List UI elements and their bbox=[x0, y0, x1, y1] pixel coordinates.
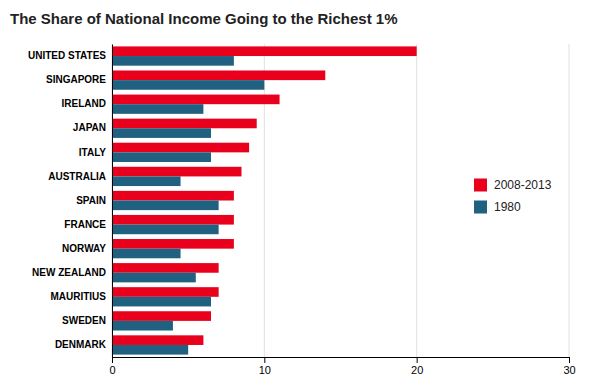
tick-label: MAURITIUS bbox=[50, 291, 106, 302]
tick: AUSTRALIA bbox=[48, 171, 112, 182]
y-axis: UNITED STATES SINGAPORE IRELAND JAPAN ITALY A… bbox=[28, 45, 112, 358]
bar bbox=[112, 335, 203, 345]
legend-swatch bbox=[474, 179, 487, 192]
bar bbox=[112, 249, 181, 259]
tick-label: SINGAPORE bbox=[46, 74, 106, 85]
tick: 20 bbox=[411, 357, 423, 376]
tick: NORWAY bbox=[62, 243, 112, 254]
tick: SINGAPORE bbox=[46, 74, 112, 85]
bar bbox=[112, 46, 417, 56]
bar bbox=[112, 345, 188, 355]
bar bbox=[112, 56, 234, 66]
tick-label: JAPAN bbox=[73, 122, 106, 133]
tick-label: ITALY bbox=[79, 147, 107, 158]
tick: DENMARK bbox=[55, 339, 112, 350]
tick: SWEDEN bbox=[62, 315, 112, 326]
tick-label: 30 bbox=[563, 364, 575, 376]
tick: SPAIN bbox=[76, 195, 112, 206]
bar bbox=[112, 215, 234, 225]
legend-label: 2008-2013 bbox=[494, 178, 552, 192]
bar bbox=[112, 80, 264, 90]
tick: NEW ZEALAND bbox=[32, 267, 112, 278]
tick-mark bbox=[569, 357, 570, 363]
tick-mark bbox=[417, 357, 418, 363]
legend-swatch bbox=[474, 201, 487, 214]
x-axis: 0 10 20 30 bbox=[109, 357, 575, 376]
tick: 30 bbox=[563, 357, 575, 376]
tick-label: SWEDEN bbox=[62, 315, 106, 326]
tick: UNITED STATES bbox=[28, 50, 112, 61]
bar bbox=[112, 225, 219, 235]
tick: IRELAND bbox=[62, 98, 112, 109]
grid-line bbox=[416, 44, 417, 357]
bar bbox=[112, 176, 181, 186]
legend-label: 1980 bbox=[494, 200, 521, 214]
chart: The Share of National Income Going to th… bbox=[0, 0, 589, 387]
tick-label: DENMARK bbox=[55, 339, 107, 350]
tick-label: 10 bbox=[259, 364, 271, 376]
bar bbox=[112, 167, 241, 177]
tick-mark bbox=[264, 357, 265, 363]
bar bbox=[112, 201, 219, 211]
bars bbox=[112, 46, 417, 354]
tick: MAURITIUS bbox=[50, 291, 112, 302]
tick-label: 0 bbox=[109, 364, 115, 376]
tick: JAPAN bbox=[73, 122, 112, 133]
bar bbox=[112, 263, 219, 273]
tick: ITALY bbox=[79, 147, 112, 158]
tick-mark bbox=[112, 357, 113, 363]
tick-label: SPAIN bbox=[76, 195, 106, 206]
grid bbox=[112, 44, 569, 357]
bar bbox=[112, 104, 203, 114]
plot: 0 10 20 30 UNITED STATES SINGAPORE IRELAND JAPA… bbox=[28, 44, 576, 376]
tick-label: NEW ZEALAND bbox=[32, 267, 106, 278]
tick-label: UNITED STATES bbox=[28, 50, 106, 61]
legend-item: 2008-2013 bbox=[474, 178, 552, 192]
tick-label: 20 bbox=[411, 364, 423, 376]
bar bbox=[112, 70, 325, 80]
bar bbox=[112, 311, 211, 321]
legend: 2008-2013 1980 bbox=[474, 178, 552, 214]
tick: FRANCE bbox=[64, 219, 112, 230]
bar bbox=[112, 128, 211, 138]
bar bbox=[112, 239, 234, 249]
tick-label: NORWAY bbox=[62, 243, 106, 254]
tick: 0 bbox=[109, 357, 115, 376]
bar-series bbox=[112, 56, 264, 355]
axis-line bbox=[112, 45, 113, 358]
grid-line bbox=[264, 44, 265, 357]
tick-label: AUSTRALIA bbox=[48, 171, 106, 182]
bar bbox=[112, 152, 211, 162]
bar bbox=[112, 191, 234, 201]
title: The Share of National Income Going to th… bbox=[10, 10, 398, 27]
bar bbox=[112, 321, 173, 331]
bar bbox=[112, 95, 280, 105]
bar bbox=[112, 287, 219, 297]
bar bbox=[112, 143, 249, 153]
bar bbox=[112, 273, 196, 283]
axis-line bbox=[113, 358, 570, 364]
bar-series bbox=[112, 46, 417, 345]
bar bbox=[112, 119, 257, 129]
bar bbox=[112, 297, 211, 307]
grid-line bbox=[569, 44, 570, 357]
tick: 10 bbox=[259, 357, 271, 376]
grid-line bbox=[112, 44, 113, 357]
tick-label: IRELAND bbox=[62, 98, 106, 109]
legend-item: 1980 bbox=[474, 200, 521, 214]
tick-label: FRANCE bbox=[64, 219, 106, 230]
